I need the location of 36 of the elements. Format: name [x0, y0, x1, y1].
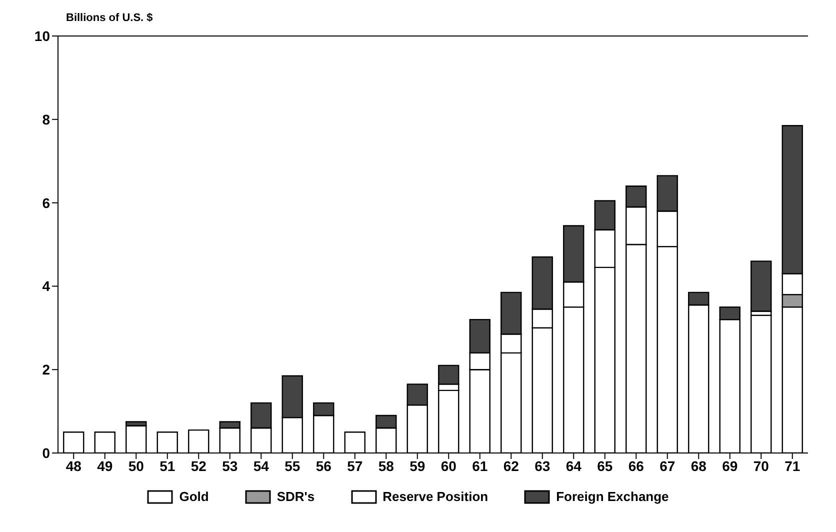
legend-label: SDR's: [276, 489, 315, 504]
y-tick-label: 0: [42, 444, 50, 461]
y-tick-label: 8: [42, 111, 50, 128]
x-tick-label: 56: [316, 458, 332, 474]
x-tick-label: 66: [628, 458, 644, 474]
y-tick-label: 2: [42, 362, 50, 378]
x-tick-label: 64: [566, 458, 582, 474]
x-tick-label: 53: [222, 458, 238, 474]
x-tick-label: 51: [160, 458, 176, 474]
x-tick-label: 58: [378, 458, 394, 474]
x-tick-label: 70: [753, 458, 770, 474]
legend-label: Foreign Exchange: [556, 489, 669, 504]
x-tick-label: 65: [597, 458, 613, 474]
bar: [750, 260, 772, 312]
x-tick-label: 48: [66, 458, 82, 474]
x-tick-label: 69: [722, 458, 738, 474]
x-tick-label: 67: [660, 458, 676, 474]
x-tick-label: 61: [472, 458, 488, 474]
legend-label: Reserve Position: [382, 489, 488, 504]
x-tick-label: 57: [347, 458, 363, 474]
x-tick-label: 63: [534, 458, 550, 474]
x-tick-label: 52: [190, 458, 207, 474]
x-tick-label: 54: [253, 458, 270, 474]
x-tick-label: 55: [284, 458, 300, 474]
y-axis-title: Billions of U.S. $: [66, 12, 153, 24]
x-tick-label: 50: [128, 458, 144, 474]
legend-label: Gold: [179, 489, 209, 504]
y-tick-label: 6: [42, 194, 50, 211]
x-tick-label: 60: [440, 458, 457, 474]
x-tick-label: 68: [690, 458, 707, 474]
y-tick-label: 10: [34, 28, 50, 44]
y-tick-label: 4: [42, 278, 50, 294]
x-tick-label: 59: [410, 458, 426, 474]
x-tick-label: 71: [784, 458, 800, 474]
x-tick-label: 62: [503, 458, 520, 474]
x-tick-label: 49: [97, 458, 113, 474]
